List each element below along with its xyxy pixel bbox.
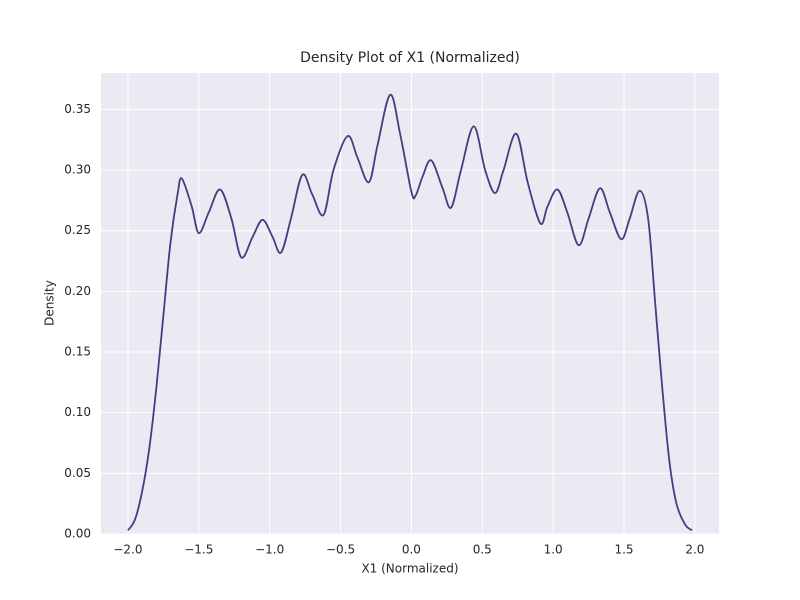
x-tick-label: −2.0 [113,543,142,557]
y-tick-label: 0.35 [64,102,91,116]
x-tick-label: 0.0 [402,543,421,557]
x-tick-label: −0.5 [326,543,355,557]
y-tick-label: 0.05 [64,466,91,480]
x-tick-label: 0.5 [473,543,492,557]
y-tick-label: 0.00 [64,527,91,541]
x-tick-label: 1.5 [614,543,633,557]
y-tick-label: 0.10 [64,405,91,419]
chart-title: Density Plot of X1 (Normalized) [300,50,520,66]
x-tick-label: −1.5 [184,543,213,557]
y-axis-label: Density [43,280,57,326]
y-tick-label: 0.25 [64,223,91,237]
x-tick-label: −1.0 [255,543,284,557]
y-tick-label: 0.15 [64,345,91,359]
plot-area [101,73,719,534]
x-tick-label: 1.0 [544,543,563,557]
density-line [127,93,693,532]
x-tick-label: 2.0 [685,543,704,557]
x-axis-label: X1 (Normalized) [361,562,458,576]
y-tick-label: 0.20 [64,284,91,298]
y-tick-label: 0.30 [64,163,91,177]
marks [127,93,693,532]
